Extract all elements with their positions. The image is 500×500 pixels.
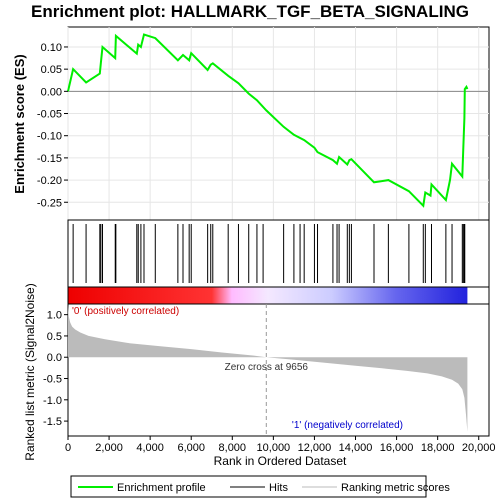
es-y-tick-label: -0.05 (37, 109, 62, 121)
metric-y-tick-label: 1.0 (47, 310, 62, 322)
zero-cross-label: Zero cross at 9656 (225, 362, 309, 373)
chart-title: Enrichment plot: HALLMARK_TGF_BETA_SIGNA… (31, 2, 469, 21)
metric-y-tick-label: 0.5 (47, 331, 62, 343)
es-y-tick-label: -0.15 (37, 153, 62, 165)
metric-y-tick-label: -0.5 (43, 374, 62, 386)
x-tick-label: 2,000 (95, 442, 123, 454)
es-y-tick-label: -0.10 (37, 131, 62, 143)
legend: Enrichment profile Hits Ranking metric s… (70, 475, 450, 498)
legend-label-metric: Ranking metric scores (341, 482, 450, 494)
legend-label-enrichment: Enrichment profile (117, 482, 206, 494)
x-tick-label: 0 (65, 442, 71, 454)
metric-panel: Zero cross at 9656 '0' (positively corre… (23, 283, 490, 461)
x-tick-label: 4,000 (136, 442, 164, 454)
es-y-ticks: -0.25 -0.20 -0.15 -0.10 -0.05 0.00 0.05 0.10 (37, 42, 68, 209)
metric-y-tick-label: -1.0 (43, 395, 62, 407)
x-axis: 0 2,000 4,000 6,000 8,000 10,000 12,000 14,000 1… (65, 436, 496, 454)
x-tick-label: 6,000 (177, 442, 205, 454)
x-tick-label: 16,000 (380, 442, 414, 454)
legend-label-hits: Hits (269, 482, 288, 494)
es-y-tick-label: 0.10 (41, 42, 62, 54)
negative-correlation-label: '1' (negatively correlated) (292, 420, 403, 431)
x-tick-label: 12,000 (298, 442, 332, 454)
es-y-tick-label: -0.20 (37, 175, 62, 187)
es-panel: -0.25 -0.20 -0.15 -0.10 -0.05 0.00 0.05 0.10 En… (12, 26, 490, 221)
positive-correlation-label: '0' (positively correlated) (72, 306, 179, 317)
heatbar-gradient (68, 287, 468, 304)
hits-panel (67, 219, 490, 288)
x-tick-label: 18,000 (421, 442, 455, 454)
metric-y-axis-title: Ranked list metric (Signal2Noise) (23, 283, 37, 460)
x-tick-label: 14,000 (339, 442, 373, 454)
ranking-metric-area (68, 305, 468, 432)
x-tick-label: 10,000 (257, 442, 291, 454)
metric-y-tick-label: 0.0 (47, 352, 62, 364)
es-y-tick-label: 0.05 (41, 64, 62, 76)
hit-marks (72, 224, 466, 283)
hits-panel-frame (67, 219, 490, 288)
ranked-list-heatbar (67, 286, 490, 305)
es-y-axis-title: Enrichment score (ES) (12, 54, 27, 193)
es-panel-frame (67, 26, 490, 221)
es-y-tick-label: 0.00 (41, 86, 62, 98)
metric-y-ticks: -1.5 -1.0 -0.5 0.0 0.5 1.0 (43, 310, 68, 428)
x-tick-label: 20,000 (462, 442, 496, 454)
enrichment-profile-line (67, 33, 469, 208)
x-axis-title: Rank in Ordered Dataset (214, 454, 347, 468)
metric-y-tick-label: -1.5 (43, 416, 62, 428)
x-tick-label: 8,000 (219, 442, 247, 454)
es-y-tick-label: -0.25 (37, 197, 62, 209)
